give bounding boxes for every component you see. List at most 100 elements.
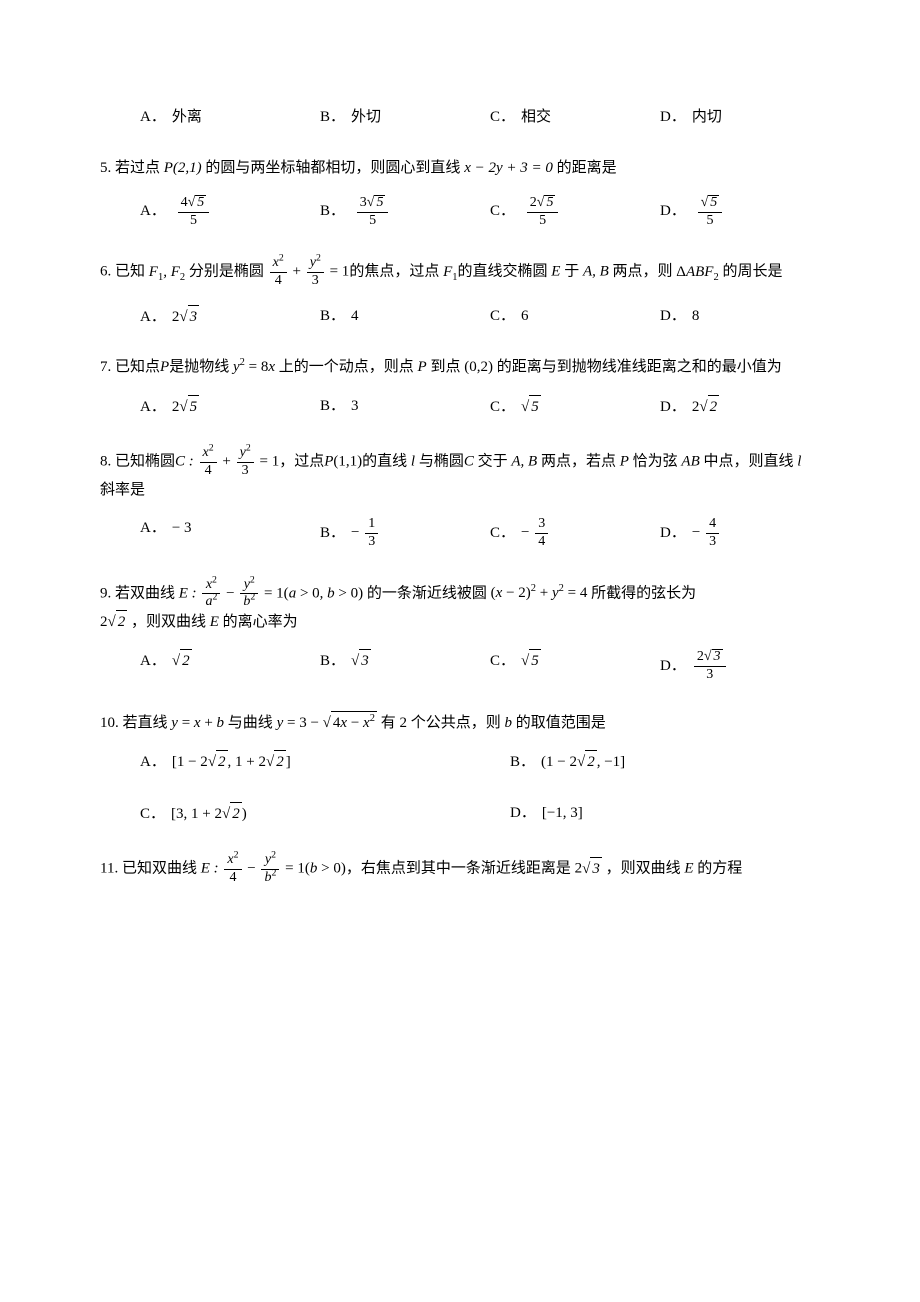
line-eq: x − 2y + 3 = 0 <box>464 160 553 176</box>
q7-options: A．2√5 B．3 C．√5 D．2√2 <box>140 395 820 419</box>
option-value: − 3 <box>172 520 192 536</box>
q8-number: 8. <box>100 454 111 470</box>
C: C <box>464 454 474 470</box>
numerator: 3√5 <box>357 195 389 213</box>
E: E <box>684 861 693 877</box>
denominator: b2 <box>261 870 279 886</box>
option-label: B． <box>320 203 345 219</box>
option-label: D． <box>660 308 686 324</box>
fraction: 13 <box>365 517 378 549</box>
P: P <box>160 359 169 375</box>
denominator: 4 <box>535 534 548 550</box>
text: 的直线交椭圆 <box>458 264 552 280</box>
q7-number: 7. <box>100 359 111 375</box>
text: 的离心率为 <box>219 614 298 630</box>
b: b <box>504 715 512 731</box>
fraction: √55 <box>698 195 723 228</box>
q6-stem: 6. 已知 F1, F2 分别是椭圆 x24 + y23 = 1的焦点，过点 F… <box>100 256 820 288</box>
option-label: B． <box>320 308 345 324</box>
option-label: D． <box>660 658 686 674</box>
option-value: 6 <box>521 308 529 324</box>
option-value: √5 <box>521 653 541 669</box>
denominator: a2 <box>202 594 220 610</box>
denominator: 4 <box>270 273 287 289</box>
text: 的焦点，过点 <box>349 264 443 280</box>
q10-option-a: A．[1 − 2√2, 1 + 2√2] <box>140 750 510 774</box>
q11-number: 11. <box>100 861 118 877</box>
option-label: B． <box>320 525 345 541</box>
numerator: 2√3 <box>694 649 726 667</box>
option-value: 4 <box>351 308 359 324</box>
text: 的周长是 <box>719 264 783 280</box>
q7-stem: 7. 已知点P是抛物线 y2 = 8x 上的一个动点，则点 P 到点 (0,2)… <box>100 356 820 379</box>
denominator: 5 <box>357 213 389 229</box>
option-value: √3 <box>351 653 371 669</box>
option-value: 2√5 <box>172 399 199 415</box>
text: 已知双曲线 <box>118 861 201 877</box>
AB: A, B <box>583 264 609 280</box>
option-label: C． <box>490 109 515 125</box>
q4-option-c: C．相交 <box>490 106 660 129</box>
denominator: 3 <box>365 534 378 550</box>
text: ，右焦点到其中一条渐近线距离是 <box>346 861 575 877</box>
fraction: x2a2 <box>202 578 220 610</box>
option-label: B． <box>510 754 535 770</box>
q4-option-a: A．外离 <box>140 106 320 129</box>
text: 与椭圆 <box>415 454 464 470</box>
option-value: 8 <box>692 308 700 324</box>
fraction: y2b2 <box>240 578 258 610</box>
text: 的一条渐近线被圆 <box>363 585 491 601</box>
plus: + <box>219 454 235 470</box>
numerator: 1 <box>365 517 378 534</box>
l: l <box>797 454 801 470</box>
q10-options-row1: A．[1 − 2√2, 1 + 2√2] B．(1 − 2√2, −1] <box>140 750 820 774</box>
numerator: 3 <box>535 517 548 534</box>
eq-cond: = 1(a > 0, b > 0) <box>260 585 363 601</box>
q9-option-d: D．2√33 <box>660 649 810 682</box>
q9-number: 9. <box>100 585 111 601</box>
numerator: y2 <box>307 256 324 273</box>
numerator: 2√5 <box>527 195 559 213</box>
q7-option-c: C．√5 <box>490 395 660 419</box>
text: 交于 <box>474 454 512 470</box>
option-label: C． <box>140 806 165 822</box>
q6-number: 6. <box>100 264 111 280</box>
text: 所截得的弦长为 <box>587 585 696 601</box>
text: 于 <box>560 264 583 280</box>
triangle: ΔABF2 <box>676 264 718 280</box>
q5-option-d: D． √55 <box>660 195 810 228</box>
q8-stem: 8. 已知椭圆C : x24 + y23 = 1，过点P(1,1)的直线 l 与… <box>100 446 820 501</box>
parabola: y2 = 8x <box>233 359 275 375</box>
option-label: C． <box>490 203 515 219</box>
text: 的取值范围是 <box>512 715 606 731</box>
P: P <box>418 359 427 375</box>
text: 若过点 <box>111 160 164 176</box>
numerator: 4 <box>706 517 719 534</box>
text: 分别是椭圆 <box>185 264 268 280</box>
q7-option-d: D．2√2 <box>660 395 810 419</box>
eq-cond: = 1(b > 0) <box>281 861 345 877</box>
neg: − <box>351 525 363 541</box>
q8-option-c: C．− 34 <box>490 517 660 549</box>
q4-option-d: D．内切 <box>660 106 810 129</box>
numerator: x2 <box>224 853 241 870</box>
option-label: B． <box>320 109 345 125</box>
text: 的直线 <box>362 454 411 470</box>
option-text: 外切 <box>351 109 381 125</box>
option-label: A． <box>140 203 166 219</box>
q11-stem: 11. 已知双曲线 E : x24 − y2b2 = 1(b > 0)，右焦点到… <box>100 853 820 885</box>
option-value: 2√2 <box>692 399 719 415</box>
numerator: 4√5 <box>178 195 210 213</box>
plus: + <box>289 264 305 280</box>
fraction: y23 <box>237 446 254 478</box>
text: 若直线 <box>119 715 172 731</box>
option-value: [3, 1 + 2√2) <box>171 806 247 822</box>
fraction: y23 <box>307 256 324 288</box>
option-label: C． <box>490 399 515 415</box>
fraction: y2b2 <box>261 853 279 885</box>
foci: F1, F2 <box>149 264 185 280</box>
E-label: E : <box>179 585 201 601</box>
option-label: B． <box>320 398 345 414</box>
text: 两点，则 <box>609 264 677 280</box>
fraction: 4√55 <box>178 195 210 228</box>
